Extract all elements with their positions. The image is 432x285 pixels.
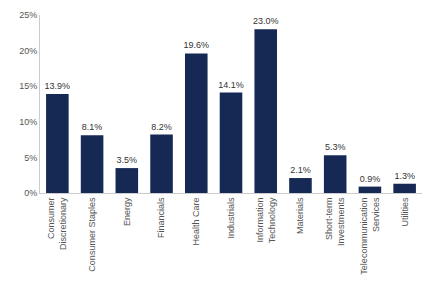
svg-text:3.5%: 3.5% — [117, 155, 138, 165]
svg-text:8.1%: 8.1% — [82, 122, 103, 132]
svg-text:13.9%: 13.9% — [45, 81, 71, 91]
svg-text:InformationTechnology: InformationTechnology — [255, 197, 277, 243]
svg-text:Short-termInvestments: Short-termInvestments — [324, 197, 346, 246]
svg-text:TelecommunicationServices: TelecommunicationServices — [359, 197, 381, 275]
svg-text:20%: 20% — [19, 46, 37, 56]
svg-text:Health Care: Health Care — [191, 198, 201, 246]
svg-text:15%: 15% — [19, 81, 37, 91]
svg-text:1.3%: 1.3% — [394, 171, 415, 181]
svg-text:Utilities: Utilities — [400, 197, 410, 227]
svg-text:ConsumerDiscretionary: ConsumerDiscretionary — [46, 197, 68, 250]
svg-text:5.3%: 5.3% — [325, 142, 346, 152]
svg-text:Energy: Energy — [122, 197, 132, 226]
svg-text:Consumer Staples: Consumer Staples — [87, 197, 97, 272]
svg-text:Materials: Materials — [295, 197, 305, 234]
svg-text:Financials: Financials — [156, 197, 166, 238]
svg-text:0%: 0% — [24, 188, 37, 198]
svg-text:19.6%: 19.6% — [184, 40, 210, 50]
svg-text:25%: 25% — [19, 10, 37, 20]
svg-text:10%: 10% — [19, 117, 37, 127]
svg-text:Industrials: Industrials — [226, 197, 236, 239]
svg-text:2.1%: 2.1% — [290, 165, 311, 175]
svg-text:14.1%: 14.1% — [218, 80, 244, 90]
svg-text:23.0%: 23.0% — [253, 16, 279, 26]
svg-text:8.2%: 8.2% — [151, 122, 172, 132]
svg-text:0.9%: 0.9% — [360, 174, 381, 184]
svg-text:5%: 5% — [24, 153, 37, 163]
